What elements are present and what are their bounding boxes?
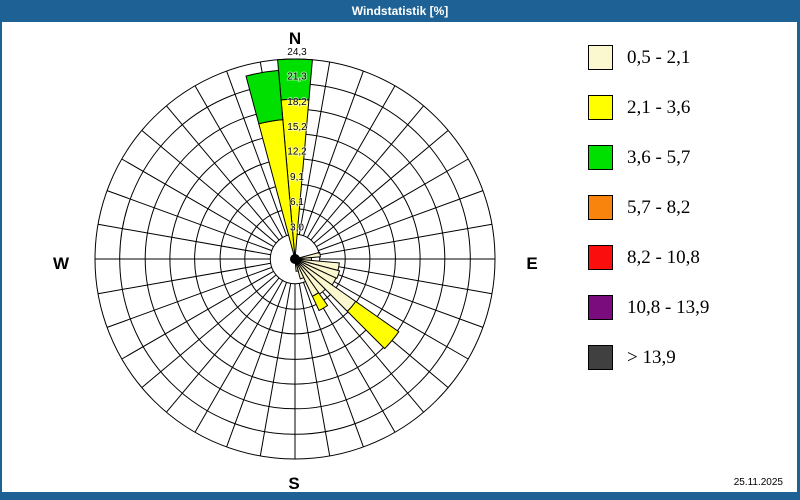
compass-north: N	[289, 29, 301, 48]
window-title-bar[interactable]: Windstatistik [%]	[0, 0, 800, 22]
legend-item: 0,5 - 2,1	[588, 45, 690, 70]
rose-sectors	[245, 58, 400, 350]
legend-label: 8,2 - 10,8	[627, 247, 700, 268]
legend-label: > 13,9	[627, 347, 676, 368]
svg-text:18,2: 18,2	[287, 97, 307, 108]
window-bottom-border	[0, 492, 800, 500]
legend-item: 5,7 - 8,2	[588, 195, 690, 220]
legend-label: 10,8 - 13,9	[627, 297, 710, 318]
legend-swatch	[588, 295, 613, 320]
compass-east: E	[526, 254, 537, 273]
svg-text:3,0: 3,0	[290, 222, 304, 233]
compass-west: W	[53, 254, 70, 273]
legend-swatch	[588, 195, 613, 220]
legend-label: 2,1 - 3,6	[627, 97, 691, 118]
window-title: Windstatistik [%]	[351, 4, 449, 18]
rose-sector-segment	[346, 300, 400, 350]
svg-text:12,2: 12,2	[287, 147, 307, 158]
legend-item: 8,2 - 10,8	[588, 245, 700, 270]
compass-south: S	[288, 474, 299, 492]
legend-item: 3,6 - 5,7	[588, 145, 690, 170]
rose-sector-segment	[294, 251, 321, 260]
wind-rose-chart: 3,0 6,1 9,1 12,2 15,2 18,2 21,3 24,3N S W E	[53, 29, 538, 492]
legend-swatch	[588, 45, 613, 70]
rose-sector-segment	[245, 69, 284, 125]
legend-swatch	[588, 245, 613, 270]
legend-swatch	[588, 145, 613, 170]
legend-item: 10,8 - 13,9	[588, 295, 709, 320]
svg-text:24,3: 24,3	[287, 47, 307, 58]
date-stamp: 25.11.2025	[733, 477, 783, 488]
legend-label: 3,6 - 5,7	[627, 147, 691, 168]
rose-sector-segment	[311, 292, 329, 312]
legend-label: 5,7 - 8,2	[627, 197, 691, 218]
svg-text:9,1: 9,1	[290, 172, 304, 183]
rose-sector-segment	[294, 258, 305, 280]
svg-text:6,1: 6,1	[290, 197, 304, 208]
legend-item: > 13,9	[588, 345, 676, 370]
svg-text:15,2: 15,2	[287, 122, 307, 133]
legend-swatch	[588, 345, 613, 370]
rose-sector-segment	[277, 58, 313, 101]
svg-text:21,3: 21,3	[287, 72, 307, 83]
rose-center-dot	[290, 254, 300, 264]
rose-ring-labels: 3,0 6,1 9,1 12,2 15,2 18,2 21,3 24,3	[286, 46, 308, 234]
chart-area: 3,0 6,1 9,1 12,2 15,2 18,2 21,3 24,3 N S W E 0,5 - …	[0, 22, 800, 492]
legend-label: 0,5 - 2,1	[627, 47, 691, 68]
compass-labels: N S W E	[53, 29, 538, 492]
legend-swatch	[588, 95, 613, 120]
legend-item: 2,1 - 3,6	[588, 95, 690, 120]
